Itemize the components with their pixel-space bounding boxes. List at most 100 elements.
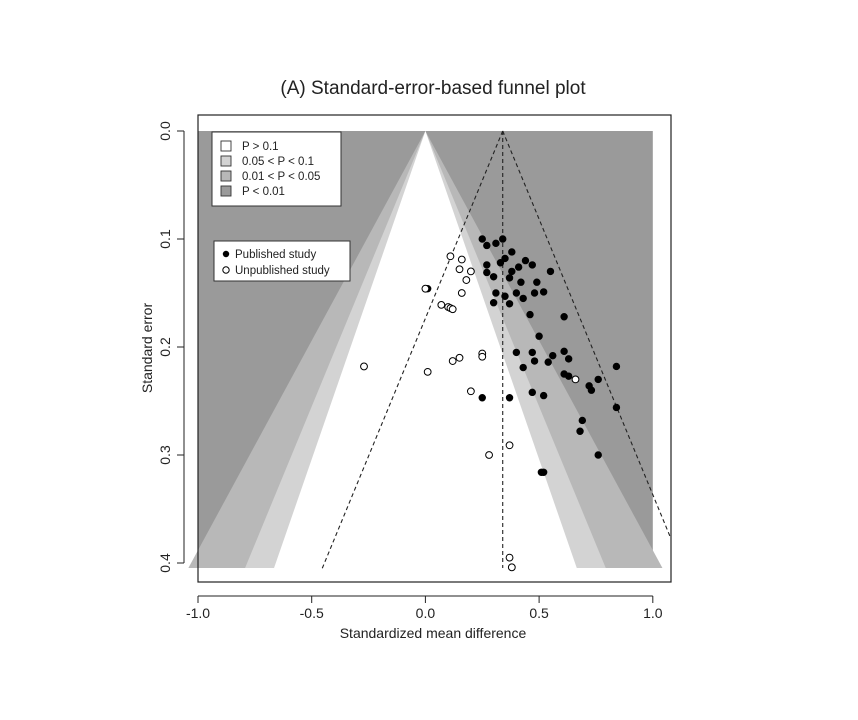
published-study-point — [535, 332, 543, 340]
unpublished-study-point — [423, 367, 432, 376]
published-study-point — [576, 427, 584, 435]
x-tick-label: -1.0 — [186, 605, 210, 621]
published-study-point — [505, 300, 514, 308]
x-tick-label: -0.5 — [300, 605, 324, 621]
x-tick-label: 0.0 — [416, 605, 436, 621]
unpublished-study-point — [457, 255, 466, 264]
legend-published-marker — [222, 250, 230, 258]
legend-swatch — [220, 170, 232, 182]
chart-title: (A) Standard-error-based funnel plot — [280, 78, 586, 99]
x-tick-label: 0.5 — [529, 605, 549, 621]
published-study-point — [526, 310, 534, 319]
plot-frame — [197, 114, 672, 583]
published-study-point — [499, 235, 507, 243]
published-study-point — [549, 351, 557, 360]
published-study-point — [489, 273, 498, 281]
published-study-point — [594, 375, 602, 384]
published-study-point — [512, 348, 521, 357]
unpublished-study-point — [462, 276, 471, 284]
legend-contour-entry: P > 0.1 — [220, 140, 279, 153]
published-study-point — [560, 347, 568, 356]
published-study-point — [508, 248, 516, 256]
published-study-point — [539, 391, 548, 400]
published-study-point — [492, 239, 500, 248]
legend-label: 0.01 < P < 0.05 — [242, 171, 320, 183]
published-study-point — [587, 386, 596, 394]
pseudo-ci-line-left — [321, 130, 504, 569]
legend-swatch — [220, 155, 232, 167]
published-study-point — [560, 313, 568, 321]
published-study-point — [505, 394, 514, 402]
published-study-point — [514, 263, 523, 271]
legend-swatch — [220, 185, 232, 197]
unpublished-study-point — [455, 353, 464, 362]
unpublished-study-point — [448, 357, 457, 365]
published-study-point — [530, 289, 539, 297]
published-study-point — [612, 403, 621, 412]
legend-contour-entry: 0.01 < P < 0.05 — [220, 170, 320, 183]
published-study-point — [483, 261, 491, 269]
legend-contour-entry: 0.05 < P < 0.1 — [220, 155, 314, 168]
y-axis: 0.0 0.1 0.2 0.3 0.4 — [157, 121, 185, 573]
unpublished-study-point — [457, 289, 466, 297]
reference-lines — [321, 130, 672, 569]
published-study-point — [564, 355, 573, 363]
legend-unpublished-marker — [222, 266, 230, 274]
y-tick-label: 0.1 — [157, 229, 173, 249]
published-study-point — [612, 362, 621, 371]
unpublished-study-point — [360, 362, 368, 371]
x-axis-label: Standardized mean difference — [340, 625, 527, 641]
legend-contour-entry: P < 0.01 — [220, 185, 285, 198]
published-study-point — [528, 388, 536, 397]
published-study-point — [505, 274, 514, 282]
published-study-point — [519, 294, 527, 303]
published-study-point — [496, 259, 505, 267]
unpublished-study-point — [505, 441, 514, 450]
published-study-point — [578, 416, 587, 425]
published-study-point — [489, 299, 498, 307]
unpublished-study-point — [448, 305, 457, 314]
x-tick-label: 1.0 — [643, 605, 663, 621]
published-study-point — [501, 254, 509, 263]
legend-label: P < 0.01 — [242, 186, 285, 198]
published-study-point — [508, 267, 516, 276]
legend-points-box — [213, 240, 351, 282]
y-tick-label: 0.4 — [157, 553, 173, 573]
unpublished-study-point — [437, 300, 446, 309]
published-study-point — [483, 241, 491, 250]
y-axis-label: Standard error — [139, 303, 155, 394]
published-study-point — [539, 468, 548, 476]
legend-points: Published study Unpublished study — [213, 240, 351, 282]
legend-label: Unpublished study — [235, 265, 330, 277]
unpublished-study-point — [466, 267, 475, 276]
published-study-point — [533, 278, 541, 286]
published-study-point — [528, 348, 536, 357]
y-tick-label: 0.0 — [157, 121, 173, 141]
unpublished-study-point — [507, 563, 516, 572]
legend-label: Published study — [235, 249, 316, 261]
legend-label: P > 0.1 — [242, 141, 279, 153]
x-axis: -1.0 -0.5 0.0 0.5 1.0 — [186, 595, 663, 621]
published-study-point — [483, 268, 491, 277]
unpublished-study-point — [466, 387, 475, 396]
unpublished-study-point — [446, 252, 455, 261]
legend-contours-box — [211, 131, 342, 207]
published-study-point — [492, 289, 500, 297]
study-points — [360, 235, 621, 572]
legend-label: 0.05 < P < 0.1 — [242, 156, 314, 168]
published-study-point — [517, 278, 525, 286]
published-study-point — [564, 372, 573, 380]
contour-region-p-gt-0.1 — [274, 131, 577, 568]
published-study-point — [501, 292, 509, 300]
published-study-point — [544, 358, 552, 366]
y-tick-label: 0.3 — [157, 445, 173, 465]
published-study-point — [512, 289, 521, 297]
published-study-point — [528, 261, 536, 269]
published-study-point — [519, 363, 527, 372]
legend-contours: P > 0.1 0.05 < P < 0.1 0.01 < P < 0.05 P… — [211, 131, 342, 207]
published-study-point — [478, 235, 486, 243]
unpublished-study-point — [421, 284, 430, 293]
published-study-point — [521, 256, 530, 265]
unpublished-study-point — [485, 451, 493, 459]
